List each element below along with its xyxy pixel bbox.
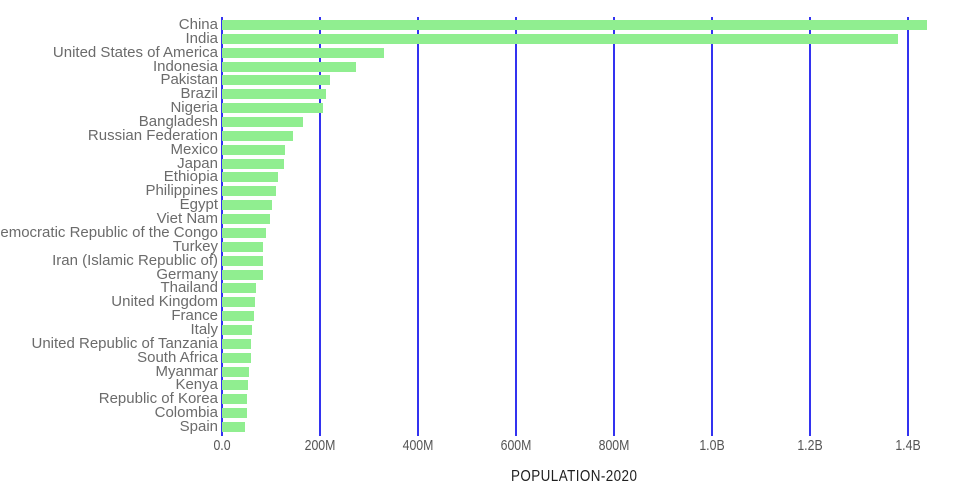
gridline <box>221 17 223 436</box>
country-label: Colombia <box>154 404 218 422</box>
gridline <box>711 17 713 436</box>
bar <box>222 117 303 128</box>
bar <box>222 172 279 183</box>
x-tick-label: 0.0 <box>213 437 231 454</box>
country-label: Philippines <box>145 182 218 200</box>
gridline <box>613 17 615 436</box>
bar <box>222 158 284 169</box>
bar <box>222 311 254 322</box>
country-label: Nigeria <box>170 99 218 117</box>
bar <box>222 103 323 114</box>
country-label: Kenya <box>175 376 218 394</box>
x-tick-label: 1.2B <box>797 437 823 454</box>
gridline <box>417 17 419 436</box>
country-label: Spain <box>179 417 218 435</box>
gridline <box>515 17 517 436</box>
country-label: South Africa <box>137 348 218 366</box>
x-tick-label: 200M <box>304 437 336 454</box>
country-label: Turkey <box>172 237 218 255</box>
country-label: Japan <box>177 154 218 172</box>
bar <box>222 75 331 86</box>
bar <box>222 89 327 100</box>
bar <box>222 33 899 44</box>
country-label: Iran (Islamic Republic of) <box>52 251 218 269</box>
bar <box>222 366 249 377</box>
bar <box>222 394 248 405</box>
x-tick-label: 1.4B <box>895 437 921 454</box>
x-tick-label: 800M <box>598 437 630 454</box>
bar <box>222 200 273 211</box>
country-label: Russian Federation <box>87 126 218 144</box>
country-label: Germany <box>156 265 218 283</box>
x-tick-label: 1.0B <box>699 437 725 454</box>
country-label: United States of America <box>52 43 218 61</box>
x-axis-title-text: POPULATION-2020 <box>511 468 638 485</box>
country-label: Egypt <box>179 196 218 214</box>
y-axis-labels: China India United States of America Indone… <box>0 0 218 460</box>
bar <box>222 324 252 335</box>
bar <box>222 47 385 58</box>
bar <box>222 421 245 432</box>
x-tick-label: 600M <box>500 437 532 454</box>
bar <box>222 255 264 266</box>
bar <box>222 214 270 225</box>
bar <box>222 283 257 294</box>
bar <box>222 338 252 349</box>
bar <box>222 130 294 141</box>
bar <box>222 227 266 238</box>
country-label: United Republic of Tanzania <box>31 334 218 352</box>
country-label: Brazil <box>180 85 218 103</box>
country-label: Myanmar <box>155 362 218 380</box>
bar <box>222 352 252 363</box>
country-label: United Kingdom <box>111 293 218 311</box>
country-label: Thailand <box>160 279 218 297</box>
bar <box>222 186 276 197</box>
country-label: Italy <box>190 320 218 338</box>
bar <box>222 297 256 308</box>
x-axis-title: POPULATION-2020 <box>222 468 927 486</box>
bar <box>222 20 928 30</box>
country-label: Republic of Korea <box>98 390 218 408</box>
gridline <box>809 17 811 436</box>
bar <box>222 408 247 419</box>
country-label: Democratic Republic of the Congo <box>0 223 218 241</box>
country-label: Mexico <box>170 140 218 158</box>
country-label: Ethiopia <box>163 168 218 186</box>
country-label: Indonesia <box>152 57 218 75</box>
country-label: Viet Nam <box>156 210 218 228</box>
gridline <box>907 17 909 436</box>
bar <box>222 144 286 155</box>
country-label: Bangladesh <box>138 113 218 131</box>
country-label: France <box>171 307 218 325</box>
gridline <box>319 17 321 436</box>
bar <box>222 61 356 72</box>
bar <box>222 380 249 391</box>
bar <box>222 241 264 252</box>
country-label: India <box>185 29 218 47</box>
country-label: Pakistan <box>160 71 218 89</box>
country-label: China <box>178 16 218 33</box>
x-tick-label: 400M <box>402 437 434 454</box>
bar <box>222 269 264 280</box>
